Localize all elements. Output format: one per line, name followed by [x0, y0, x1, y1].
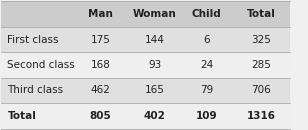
- Text: 325: 325: [251, 35, 271, 45]
- Text: 79: 79: [200, 85, 213, 95]
- Text: 144: 144: [145, 35, 165, 45]
- Text: 168: 168: [91, 60, 111, 70]
- Text: 805: 805: [90, 111, 111, 121]
- Text: 165: 165: [145, 85, 165, 95]
- Text: 109: 109: [196, 111, 217, 121]
- Bar: [2, 27, 290, 52]
- Bar: [2, 52, 290, 78]
- Text: 6: 6: [203, 35, 210, 45]
- Bar: [2, 78, 290, 103]
- Bar: [2, 1, 290, 27]
- Text: 93: 93: [148, 60, 161, 70]
- Text: 175: 175: [91, 35, 111, 45]
- Text: 402: 402: [144, 111, 166, 121]
- Text: 1316: 1316: [246, 111, 275, 121]
- Text: Second class: Second class: [7, 60, 75, 70]
- Text: 462: 462: [91, 85, 111, 95]
- Text: 24: 24: [200, 60, 213, 70]
- Text: 706: 706: [251, 85, 271, 95]
- Text: Man: Man: [88, 9, 113, 19]
- Bar: [2, 103, 290, 129]
- Text: Total: Total: [7, 111, 36, 121]
- Text: 285: 285: [251, 60, 271, 70]
- Text: First class: First class: [7, 35, 59, 45]
- Text: Woman: Woman: [133, 9, 177, 19]
- Text: Total: Total: [246, 9, 275, 19]
- Text: Third class: Third class: [7, 85, 64, 95]
- Text: Child: Child: [192, 9, 221, 19]
